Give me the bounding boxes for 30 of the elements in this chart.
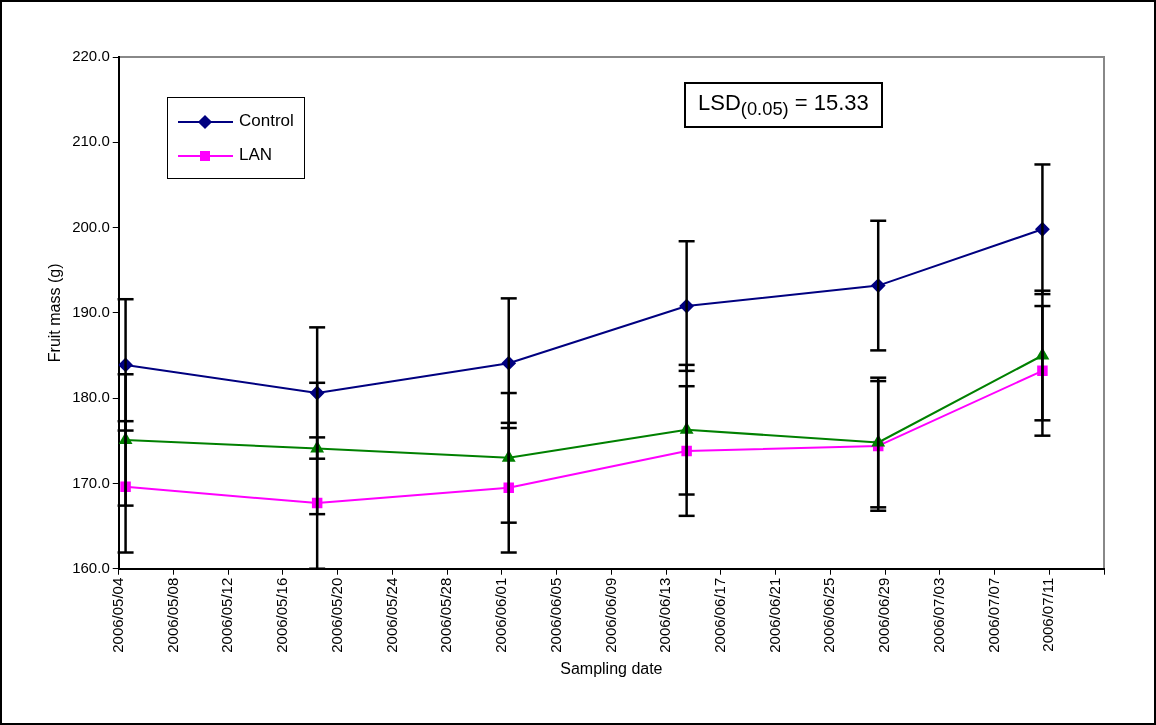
y-tick-label: 190.0 (72, 303, 110, 320)
x-tick-label: 2006/05/04 (108, 577, 126, 653)
x-tick-label: 2006/06/25 (820, 577, 838, 653)
y-tick-label: 170.0 (72, 473, 110, 491)
x-tick-label: 2006/05/16 (273, 577, 291, 653)
x-tick-label: 2006/06/29 (875, 577, 893, 653)
y-tick-label: 200.0 (72, 217, 110, 235)
annotation: LSD$_{(0.05)}$ = 15.33 (684, 82, 883, 129)
x-tick-label: 2006/06/01 (492, 577, 510, 653)
legend-label: LAN (238, 144, 274, 166)
x-tick-label: 2006/06/05 (546, 577, 564, 653)
y-tick-label: 220.0 (72, 47, 110, 65)
x-tick-label: 2006/05/28 (437, 577, 455, 653)
x-tick-label: 2006/05/24 (382, 577, 400, 653)
x-tick-label: 2006/06/09 (601, 577, 619, 653)
x-tick-label: 2006/05/12 (218, 577, 236, 653)
legend-label: Control (238, 110, 294, 132)
y-tick-label: 160.0 (72, 558, 110, 576)
x-tick-label: 2006/05/20 (327, 577, 345, 653)
x-tick-label: 2006/07/11 (1039, 577, 1057, 652)
x-tick-label: 2006/07/07 (984, 577, 1002, 653)
y-axis-title: Fruit mass (g) (46, 263, 64, 363)
x-tick-label: 2006/07/03 (929, 577, 947, 653)
y-tick-label: 210.0 (72, 132, 110, 150)
y-tick-label: 180.0 (72, 388, 110, 406)
x-tick-label: 2006/05/08 (163, 577, 181, 653)
x-tick-label: 2006/06/21 (765, 577, 783, 653)
x-tick-label: 2006/06/17 (710, 577, 728, 653)
x-axis-title: Sampling date (560, 659, 663, 677)
x-tick-label: 2006/06/13 (656, 577, 674, 653)
